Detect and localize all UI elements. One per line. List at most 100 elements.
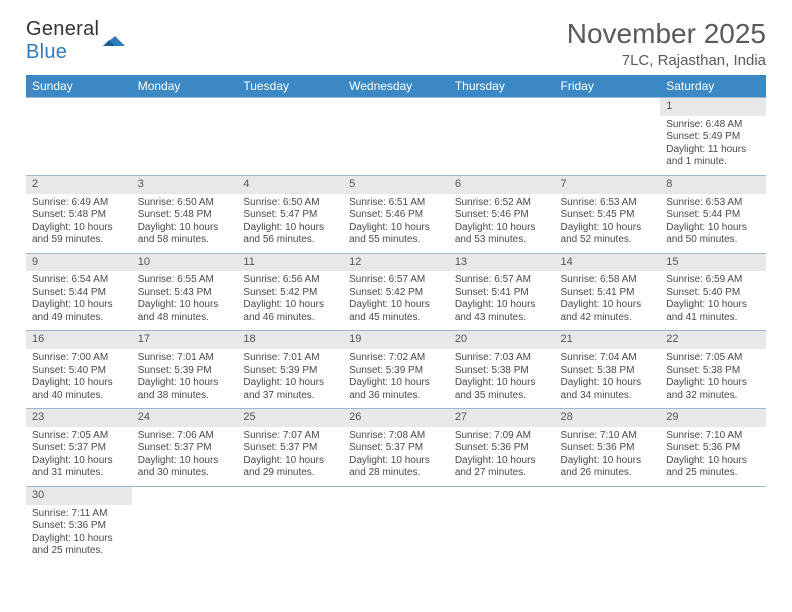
day-number: 5 (343, 175, 449, 193)
day-cell: Sunrise: 6:53 AMSunset: 5:44 PMDaylight:… (660, 194, 766, 254)
sunset-text: Sunset: 5:37 PM (138, 442, 232, 455)
daylight-text: Daylight: 10 hours and 25 minutes. (666, 455, 760, 480)
sunset-text: Sunset: 5:41 PM (561, 287, 655, 300)
daylight-text: Daylight: 10 hours and 59 minutes. (32, 222, 126, 247)
day-cell (132, 116, 238, 176)
sunrise-text: Sunrise: 7:10 AM (666, 430, 760, 443)
day-number (132, 486, 238, 504)
sunset-text: Sunset: 5:36 PM (561, 442, 655, 455)
daylight-text: Daylight: 10 hours and 29 minutes. (243, 455, 337, 480)
daynum-row: 9101112131415 (26, 253, 766, 271)
day-number: 1 (660, 98, 766, 116)
day-cell: Sunrise: 7:00 AMSunset: 5:40 PMDaylight:… (26, 349, 132, 409)
day-cell (449, 116, 555, 176)
sunset-text: Sunset: 5:40 PM (32, 365, 126, 378)
sunrise-text: Sunrise: 7:06 AM (138, 430, 232, 443)
daynum-row: 1 (26, 98, 766, 116)
detail-row: Sunrise: 6:49 AMSunset: 5:48 PMDaylight:… (26, 194, 766, 254)
day-cell (555, 505, 661, 564)
sunrise-text: Sunrise: 7:00 AM (32, 352, 126, 365)
sunrise-text: Sunrise: 7:03 AM (455, 352, 549, 365)
sunrise-text: Sunrise: 7:08 AM (349, 430, 443, 443)
sunset-text: Sunset: 5:46 PM (455, 209, 549, 222)
day-number (449, 98, 555, 116)
logo-text: General Blue (26, 18, 99, 64)
weekday-header: Wednesday (343, 75, 449, 98)
day-cell: Sunrise: 7:01 AMSunset: 5:39 PMDaylight:… (132, 349, 238, 409)
daylight-text: Daylight: 10 hours and 35 minutes. (455, 377, 549, 402)
day-cell: Sunrise: 7:08 AMSunset: 5:37 PMDaylight:… (343, 427, 449, 487)
sunset-text: Sunset: 5:39 PM (349, 365, 443, 378)
daylight-text: Daylight: 10 hours and 41 minutes. (666, 299, 760, 324)
sunrise-text: Sunrise: 6:51 AM (349, 197, 443, 210)
day-cell: Sunrise: 7:06 AMSunset: 5:37 PMDaylight:… (132, 427, 238, 487)
sunset-text: Sunset: 5:48 PM (32, 209, 126, 222)
sunset-text: Sunset: 5:36 PM (32, 520, 126, 533)
sunrise-text: Sunrise: 7:10 AM (561, 430, 655, 443)
day-cell: Sunrise: 6:48 AMSunset: 5:49 PMDaylight:… (660, 116, 766, 176)
sunrise-text: Sunrise: 7:09 AM (455, 430, 549, 443)
day-cell: Sunrise: 7:10 AMSunset: 5:36 PMDaylight:… (555, 427, 661, 487)
day-cell: Sunrise: 6:56 AMSunset: 5:42 PMDaylight:… (237, 271, 343, 331)
daylight-text: Daylight: 10 hours and 48 minutes. (138, 299, 232, 324)
sunrise-text: Sunrise: 6:48 AM (666, 119, 760, 132)
day-cell: Sunrise: 6:50 AMSunset: 5:48 PMDaylight:… (132, 194, 238, 254)
day-cell: Sunrise: 6:57 AMSunset: 5:41 PMDaylight:… (449, 271, 555, 331)
sunset-text: Sunset: 5:43 PM (138, 287, 232, 300)
day-cell: Sunrise: 7:04 AMSunset: 5:38 PMDaylight:… (555, 349, 661, 409)
day-cell: Sunrise: 6:58 AMSunset: 5:41 PMDaylight:… (555, 271, 661, 331)
day-number (26, 98, 132, 116)
sunrise-text: Sunrise: 6:53 AM (561, 197, 655, 210)
day-number (343, 486, 449, 504)
day-number: 6 (449, 175, 555, 193)
sunrise-text: Sunrise: 6:59 AM (666, 274, 760, 287)
sunrise-text: Sunrise: 7:02 AM (349, 352, 443, 365)
day-number: 10 (132, 253, 238, 271)
sunset-text: Sunset: 5:44 PM (666, 209, 760, 222)
daylight-text: Daylight: 10 hours and 26 minutes. (561, 455, 655, 480)
day-number: 29 (660, 409, 766, 427)
day-number: 11 (237, 253, 343, 271)
day-cell (343, 116, 449, 176)
weekday-header: Thursday (449, 75, 555, 98)
sunset-text: Sunset: 5:48 PM (138, 209, 232, 222)
daylight-text: Daylight: 10 hours and 28 minutes. (349, 455, 443, 480)
page: General Blue November 2025 7LC, Rajastha… (0, 0, 792, 582)
logo-general: General (26, 18, 99, 40)
sunset-text: Sunset: 5:38 PM (561, 365, 655, 378)
day-cell (449, 505, 555, 564)
day-cell: Sunrise: 6:49 AMSunset: 5:48 PMDaylight:… (26, 194, 132, 254)
weekday-header: Sunday (26, 75, 132, 98)
daylight-text: Daylight: 10 hours and 53 minutes. (455, 222, 549, 247)
day-number (555, 486, 661, 504)
sunset-text: Sunset: 5:36 PM (666, 442, 760, 455)
day-cell: Sunrise: 6:53 AMSunset: 5:45 PMDaylight:… (555, 194, 661, 254)
day-number (555, 98, 661, 116)
sunset-text: Sunset: 5:40 PM (666, 287, 760, 300)
sunset-text: Sunset: 5:44 PM (32, 287, 126, 300)
daylight-text: Daylight: 10 hours and 31 minutes. (32, 455, 126, 480)
day-cell: Sunrise: 7:02 AMSunset: 5:39 PMDaylight:… (343, 349, 449, 409)
day-number: 7 (555, 175, 661, 193)
detail-row: Sunrise: 6:54 AMSunset: 5:44 PM Daylight:… (26, 271, 766, 331)
day-number: 28 (555, 409, 661, 427)
sunset-text: Sunset: 5:46 PM (349, 209, 443, 222)
sunset-text: Sunset: 5:41 PM (455, 287, 549, 300)
day-number: 25 (237, 409, 343, 427)
sunrise-text: Sunrise: 6:56 AM (243, 274, 337, 287)
daynum-row: 23242526272829 (26, 409, 766, 427)
daylight-text: Daylight: 10 hours and 32 minutes. (666, 377, 760, 402)
detail-row: Sunrise: 7:00 AMSunset: 5:40 PM Daylight:… (26, 349, 766, 409)
daylight-text: Daylight: 10 hours and 56 minutes. (243, 222, 337, 247)
sunrise-text: Sunrise: 6:54 AM (32, 274, 126, 287)
sunset-text: Sunset: 5:42 PM (349, 287, 443, 300)
day-cell: Sunrise: 7:03 AMSunset: 5:38 PMDaylight:… (449, 349, 555, 409)
logo: General Blue (26, 18, 127, 64)
day-cell: Sunrise: 7:05 AMSunset: 5:38 PMDaylight:… (660, 349, 766, 409)
weekday-header: Tuesday (237, 75, 343, 98)
daylight-text: Daylight: 10 hours and 30 minutes. (138, 455, 232, 480)
daylight-text: Daylight: 10 hours and 42 minutes. (561, 299, 655, 324)
day-number: 13 (449, 253, 555, 271)
detail-row: Sunrise: 7:05 AMSunset: 5:37 PMDaylight:… (26, 427, 766, 487)
day-number: 19 (343, 331, 449, 349)
